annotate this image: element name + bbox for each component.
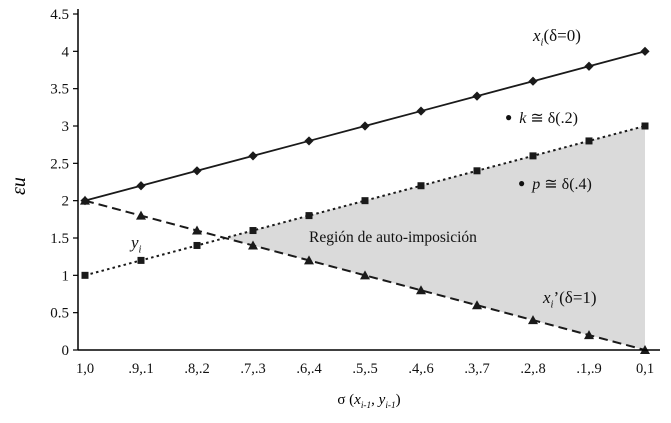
diamond-marker [584, 61, 594, 71]
square-marker [473, 167, 481, 175]
bullet-marker-icon: ● [518, 176, 526, 190]
diamond-marker [416, 106, 426, 116]
y-tick-label: 1.5 [50, 231, 69, 247]
x-axis-title: σ (xi-1, yi-1) [337, 392, 401, 411]
square-marker [641, 122, 649, 130]
y-tick-label: 0 [62, 343, 70, 359]
triangle-marker [528, 315, 538, 325]
x-tick-label: .6,.4 [296, 361, 322, 377]
annotation-k-delta-02: ● k ≅ δ(.2) [505, 110, 578, 127]
square-marker [529, 152, 537, 160]
square-marker [361, 197, 369, 205]
square-marker [81, 271, 89, 279]
square-marker [585, 137, 593, 145]
triangle-marker [248, 240, 258, 250]
diamond-marker [472, 91, 482, 101]
y-tick-label: 3 [62, 119, 70, 135]
x-tick-label: .5,.5 [352, 361, 377, 377]
x-tick-label: .4,.6 [408, 361, 433, 377]
triangle-marker [584, 330, 594, 340]
diamond-marker [360, 121, 370, 131]
x-tick-label: 1,0 [76, 361, 94, 377]
region-label: Región de auto-imposición [309, 229, 477, 246]
x-tick-label: .2,.8 [520, 361, 545, 377]
bullet-marker-icon: ● [505, 110, 513, 124]
y-tick-label: 1 [62, 268, 70, 284]
square-marker [137, 256, 145, 264]
y-axis-title-text: εu [8, 177, 30, 195]
auto-imposition-region [225, 126, 645, 350]
triangle-marker [472, 300, 482, 310]
y-tick-label: 4 [62, 44, 70, 60]
diamond-marker [304, 136, 314, 146]
square-marker [417, 182, 425, 190]
y-tick-label: 3.5 [50, 82, 69, 98]
x-tick-label: .1,.9 [576, 361, 601, 377]
triangle-marker [304, 255, 314, 265]
x-tick-label: .8,.2 [184, 361, 209, 377]
diamond-marker [528, 76, 538, 86]
diamond-marker [248, 151, 258, 161]
annotation-p-delta-04: ● p ≅ δ(.4) [518, 176, 592, 193]
series-line-dashed [84, 199, 646, 351]
x-tick-label: 0,1 [636, 361, 654, 377]
y-tick-label: 2.5 [50, 156, 69, 172]
series-label-yi: yi [131, 233, 142, 256]
diamond-marker [640, 46, 650, 56]
y-axis-title: εu [8, 158, 36, 214]
triangle-marker [136, 210, 146, 220]
triangle-marker [192, 225, 202, 235]
x-tick-label: .9,.1 [128, 361, 153, 377]
y-tick-label: 0.5 [50, 306, 69, 322]
x-tick-label: .7,.3 [240, 361, 265, 377]
y-tick-label: 4.5 [50, 7, 69, 23]
y-tick-label: 2 [62, 194, 70, 210]
series-label-xi-delta0: xi(δ=0) [533, 26, 581, 49]
square-marker [305, 212, 313, 220]
triangle-marker [360, 270, 370, 280]
triangle-marker [80, 195, 90, 205]
triangle-marker [416, 285, 426, 295]
x-tick-label: .3,.7 [464, 361, 489, 377]
diamond-marker [136, 181, 146, 191]
diamond-marker [192, 166, 202, 176]
square-marker [249, 227, 257, 235]
series-label-xi-prime-delta1: xi’(δ=1) [543, 288, 597, 311]
square-marker [193, 241, 201, 249]
